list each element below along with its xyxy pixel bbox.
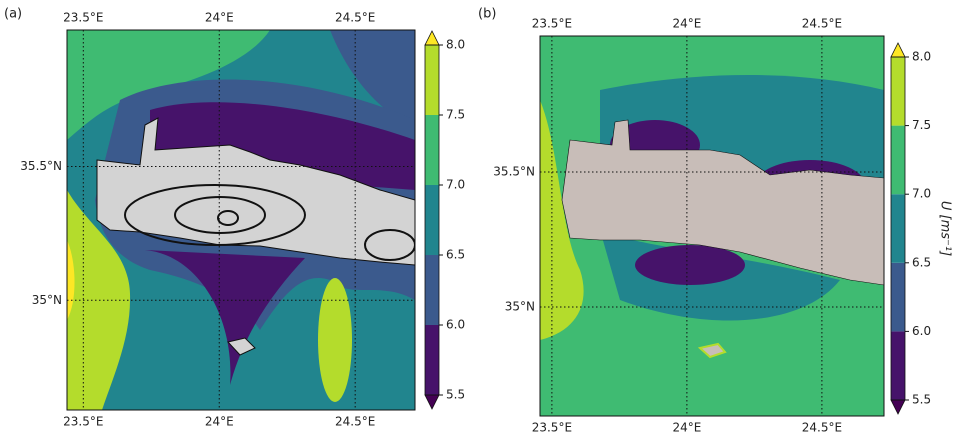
wind-field-a xyxy=(67,30,415,410)
colorbar-tick-label: 6.0 xyxy=(446,318,465,332)
lon-label: 24°E xyxy=(672,17,701,31)
colorbar-segment xyxy=(891,57,905,126)
colorbar-tick-label: 8.0 xyxy=(446,38,465,52)
figure: (a) 23.5°E 23.5°E 24°E 24°E 24.5°E 24.5°E 35°N 3… xyxy=(0,0,957,434)
colorbar-extend-high xyxy=(425,31,439,45)
colorbar-segment xyxy=(425,325,439,395)
colorbar-extend-low xyxy=(891,400,905,414)
colorbar-segment xyxy=(891,263,905,332)
colorbar-extend-high xyxy=(891,43,905,57)
colorbar-segment xyxy=(891,126,905,195)
colorbar-tick-label: 7.0 xyxy=(446,178,465,192)
lon-label: 24.5°E xyxy=(802,421,842,434)
lat-label: 35.5°N xyxy=(20,159,62,173)
colorbar-tick-label: 6.0 xyxy=(912,324,931,338)
colorbar-tick-label: 6.5 xyxy=(912,255,931,269)
colorbar-tick-label: 7.5 xyxy=(912,118,931,132)
lat-label: 35°N xyxy=(32,293,62,307)
lon-label: 23.5°E xyxy=(63,415,103,429)
wind-field-b xyxy=(540,36,884,416)
colorbar-tick-label: 8.0 xyxy=(912,50,931,64)
colorbar-segment xyxy=(891,331,905,400)
colorbar-tick-label: 5.5 xyxy=(912,393,931,407)
colorbar-tick-label: 5.5 xyxy=(446,388,465,402)
lon-label: 24°E xyxy=(205,415,234,429)
lon-label: 23.5°E xyxy=(532,17,572,31)
panel-label: (a) xyxy=(4,7,22,22)
colorbar-tick-label: 6.5 xyxy=(446,248,465,262)
colorbar-segment xyxy=(425,45,439,115)
colorbar-label: U [ms⁻¹] xyxy=(938,201,953,256)
colorbar-segment xyxy=(425,185,439,255)
colorbar-tick-label: 7.5 xyxy=(446,108,465,122)
colorbar-segment xyxy=(425,115,439,185)
lon-label: 24°E xyxy=(205,11,234,25)
colorbar-tick-label: 7.0 xyxy=(912,187,931,201)
lat-label: 35.5°N xyxy=(493,165,535,179)
lon-label: 23.5°E xyxy=(532,421,572,434)
lon-label: 24.5°E xyxy=(335,415,375,429)
panel-label: (b) xyxy=(478,7,496,22)
colorbar-extend-low xyxy=(425,395,439,409)
lon-label: 23.5°E xyxy=(63,11,103,25)
lat-label: 35°N xyxy=(505,299,535,313)
lon-label: 24.5°E xyxy=(802,17,842,31)
colorbar-segment xyxy=(425,255,439,325)
lon-label: 24°E xyxy=(672,421,701,434)
colorbar-segment xyxy=(891,194,905,263)
lon-label: 24.5°E xyxy=(335,11,375,25)
